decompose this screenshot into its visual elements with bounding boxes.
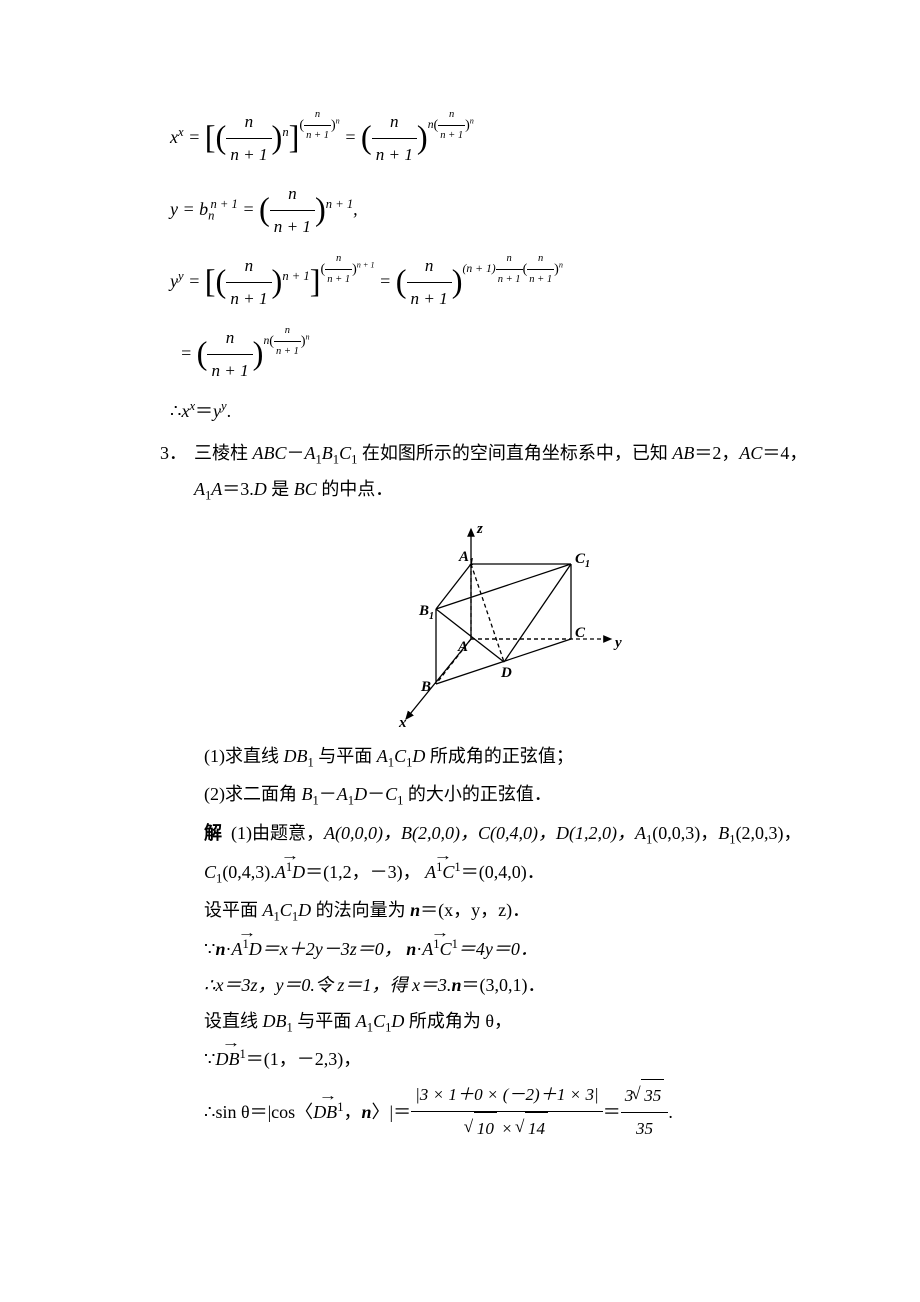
equation-xx: xx = [(nn + 1)n](nn + 1)n = (nn + 1)n(nn… [170, 106, 840, 172]
solution-dot: ∵n·A1D＝x＋2y－3z＝0， n·A1C1＝4y＝0． [204, 932, 807, 966]
svg-text:B1: B1 [418, 603, 434, 622]
svg-text:x: x [398, 715, 407, 729]
problem-3: 3． 三棱柱 ABC－A1B1C1 在如图所示的空间直角坐标系中，已知 AB＝2… [160, 436, 840, 1148]
solution-line-2: C1(0,4,3).A1D＝(1,2，－3)， A1C1＝(0,4,0)． [204, 855, 807, 892]
equation-yy-result: = (nn + 1)n(nn + 1)n [180, 322, 840, 388]
problem-number: 3． [160, 436, 194, 1148]
question-1: (1)求直线 DB1 与平面 A1C1D 所成角的正弦值； [204, 739, 807, 776]
solution-normal: 设平面 A1C1D 的法向量为 n＝(x，y，z)． [204, 893, 807, 930]
problem-body: 三棱柱 ABC－A1B1C1 在如图所示的空间直角坐标系中，已知 AB＝2，AC… [194, 436, 807, 1148]
svg-text:A: A [457, 639, 468, 655]
svg-text:B: B [420, 679, 431, 695]
solution-theta: 设直线 DB1 与平面 A1C1D 所成角为 θ， [204, 1004, 807, 1041]
solution-final: ∴sin θ＝|cos〈DB1，n〉|＝|3 × 1＋0 × (－2)＋1 × … [204, 1079, 807, 1146]
svg-text:C1: C1 [575, 551, 590, 570]
question-2: (2)求二面角 B1－A1D－C1 的大小的正弦值． [204, 777, 807, 814]
svg-text:z: z [476, 521, 483, 537]
svg-text:y: y [613, 635, 622, 651]
svg-text:C: C [575, 625, 586, 641]
solution-db1: ∵DB1＝(1，－2,3)， [204, 1042, 807, 1076]
equation-y: y = bnn + 1 = (nn + 1)n + 1, [170, 178, 840, 244]
conclusion-xxyy: ∴xx＝yy. [170, 394, 840, 428]
equation-yy: yy = [(nn + 1)n + 1](nn + 1)n + 1 = (nn … [170, 250, 840, 316]
solution-solve: ∴x＝3z，y＝0.令 z＝1，得 x＝3.n＝(3,0,1)． [204, 968, 807, 1002]
prism-diagram: z y x A B C D A1 B1 C1 [371, 519, 631, 729]
svg-text:D: D [500, 665, 512, 681]
